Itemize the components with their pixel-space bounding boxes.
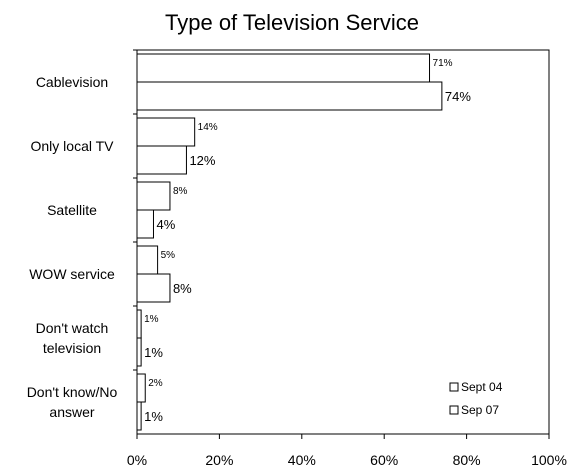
data-label: 74% bbox=[445, 89, 471, 104]
bar-sep-07 bbox=[136, 209, 154, 239]
category-label: Only local TV bbox=[31, 138, 115, 154]
bar-sep-07 bbox=[136, 81, 443, 111]
x-tick-label: 60% bbox=[370, 452, 398, 468]
data-label: 1% bbox=[144, 345, 163, 360]
bar-sept-04 bbox=[136, 245, 159, 275]
category-label-line: Don't know/No bbox=[27, 384, 118, 400]
category-label-line: Only local TV bbox=[31, 138, 115, 154]
x-tick-label: 40% bbox=[288, 452, 316, 468]
x-tick-label: 20% bbox=[205, 452, 233, 468]
category-label: Satellite bbox=[47, 202, 97, 218]
data-label: 4% bbox=[156, 217, 175, 232]
bar-sep-07 bbox=[136, 273, 171, 303]
data-label: 8% bbox=[173, 281, 192, 296]
bar-sept-04 bbox=[136, 53, 431, 83]
data-label: 71% bbox=[433, 58, 453, 69]
category-label: Cablevision bbox=[36, 74, 108, 90]
legend: Sept 04 Sep 07 bbox=[449, 380, 503, 417]
bar-sept-04 bbox=[136, 373, 146, 403]
data-label: 1% bbox=[144, 409, 163, 424]
category-label-line: Don't watch bbox=[36, 320, 109, 336]
category-label: WOW service bbox=[29, 266, 115, 282]
category-labels: Cablevision Only local TV Satellite WOW ser… bbox=[27, 74, 118, 420]
category-label-line: Cablevision bbox=[36, 74, 108, 90]
x-tick-label: 80% bbox=[453, 452, 481, 468]
bar-sep-07 bbox=[136, 401, 142, 431]
legend-swatch-sep-07 bbox=[449, 405, 459, 415]
x-tick-label: 0% bbox=[127, 452, 147, 468]
category-label: Don't watch television bbox=[36, 320, 109, 356]
data-label: 12% bbox=[189, 153, 215, 168]
category-label-line: answer bbox=[49, 404, 94, 420]
bar-sep-07 bbox=[136, 337, 142, 367]
bar-sept-04 bbox=[136, 181, 171, 211]
bar-sep-07 bbox=[136, 145, 187, 175]
data-label: 5% bbox=[161, 250, 176, 261]
bar-sept-04 bbox=[136, 117, 196, 147]
bar-sept-04 bbox=[136, 309, 142, 339]
chart-title: Type of Television Service bbox=[165, 10, 419, 35]
data-label: 2% bbox=[148, 378, 163, 389]
data-label: 14% bbox=[198, 122, 218, 133]
data-label: 8% bbox=[173, 186, 188, 197]
data-label: 1% bbox=[144, 314, 159, 325]
category-label-line: WOW service bbox=[29, 266, 115, 282]
legend-label-sept-04: Sept 04 bbox=[461, 380, 503, 394]
bars: 71% 74% 14% 12% 8% 4% 5% 8% 1% 1% 2% 1% bbox=[136, 53, 471, 431]
x-axis: 0% 20% 40% 60% 80% 100% bbox=[127, 49, 567, 468]
category-label-line: television bbox=[43, 340, 101, 356]
x-tick-label: 100% bbox=[531, 452, 567, 468]
category-label-line: Satellite bbox=[47, 202, 97, 218]
category-label: Don't know/No answer bbox=[27, 384, 118, 420]
legend-label-sep-07: Sep 07 bbox=[461, 403, 499, 417]
legend-swatch-sept-04 bbox=[449, 382, 459, 392]
plot-area bbox=[136, 49, 550, 435]
